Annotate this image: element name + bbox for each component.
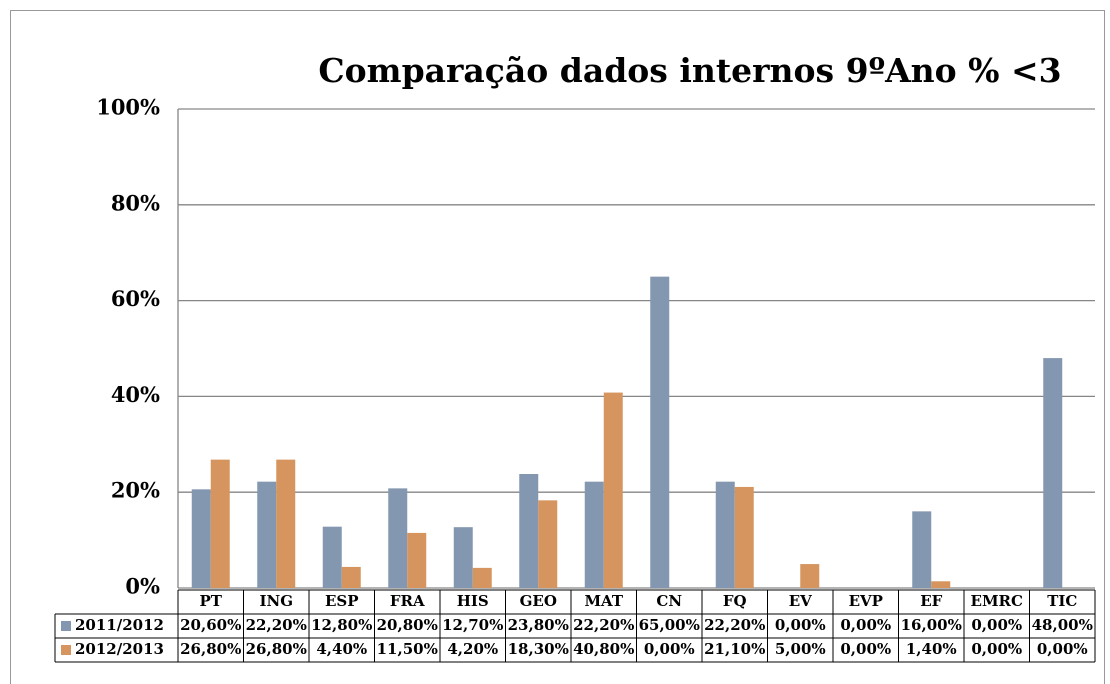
bar (472, 567, 492, 588)
bar (650, 276, 670, 588)
table-value: 12,80% (311, 616, 372, 634)
table-value: 0,00% (840, 616, 891, 634)
legend-swatch (61, 645, 71, 655)
x-tick-label: ING (259, 592, 293, 610)
table-value: 1,40% (906, 640, 957, 658)
table-value: 20,80% (377, 616, 438, 634)
y-tick-label: 40% (111, 382, 160, 407)
bar (538, 500, 558, 588)
table-value: 0,00% (971, 640, 1022, 658)
chart-title: Comparação dados internos 9ºAno % <3 (318, 51, 1061, 90)
legend-label: 2011/2012 (75, 616, 164, 634)
bar (603, 392, 623, 588)
bar (322, 526, 342, 588)
table-value: 22,20% (573, 616, 634, 634)
x-tick-label: MAT (584, 592, 623, 610)
legend-label: 2012/2013 (75, 640, 164, 658)
bar (519, 473, 539, 588)
bar (584, 481, 604, 588)
x-tick-label: HIS (457, 592, 489, 610)
x-tick-label: TIC (1047, 592, 1077, 610)
x-tick-label: EVP (849, 592, 883, 610)
bar (276, 459, 296, 588)
y-tick-label: 100% (96, 95, 160, 120)
bar (257, 481, 277, 588)
table-value: 16,00% (901, 616, 962, 634)
table-value: 40,80% (573, 640, 634, 658)
x-tick-label: FQ (723, 592, 747, 610)
table-value: 4,40% (316, 640, 367, 658)
table-value: 22,20% (246, 616, 307, 634)
bar (407, 532, 427, 588)
table-value: 48,00% (1032, 616, 1093, 634)
table-value: 18,30% (508, 640, 569, 658)
bar (191, 489, 211, 588)
table-value: 12,70% (442, 616, 503, 634)
bar (912, 511, 932, 588)
table-value: 21,10% (704, 640, 765, 658)
bar (1043, 358, 1063, 588)
bar (715, 481, 735, 588)
y-tick-label: 60% (111, 286, 160, 311)
bar (931, 581, 951, 588)
table-value: 26,80% (180, 640, 241, 658)
table-value: 4,20% (447, 640, 498, 658)
bar (734, 486, 754, 588)
table-value: 0,00% (971, 616, 1022, 634)
table-value: 23,80% (508, 616, 569, 634)
bar (210, 459, 230, 588)
x-tick-label: EMRC (971, 592, 1024, 610)
bar (341, 566, 361, 588)
legend-swatch (61, 621, 71, 631)
table-value: 0,00% (775, 616, 826, 634)
x-tick-label: EV (789, 592, 812, 610)
table-value: 22,20% (704, 616, 765, 634)
table-value: 0,00% (644, 640, 695, 658)
table-value: 0,00% (1037, 640, 1088, 658)
table-value: 11,50% (377, 640, 438, 658)
x-tick-label: ESP (325, 592, 359, 610)
y-tick-label: 20% (111, 478, 160, 503)
bar (388, 488, 408, 588)
y-tick-label: 0% (125, 574, 160, 599)
y-tick-label: 80% (111, 190, 160, 215)
x-tick-label: EF (920, 592, 942, 610)
table-value: 20,60% (180, 616, 241, 634)
bar (800, 564, 820, 588)
table-value: 0,00% (840, 640, 891, 658)
x-tick-label: PT (200, 592, 223, 610)
bar (453, 527, 473, 588)
table-value: 65,00% (639, 616, 700, 634)
table-value: 26,80% (246, 640, 307, 658)
table-value: 5,00% (775, 640, 826, 658)
x-tick-label: FRA (390, 592, 425, 610)
x-tick-label: CN (656, 592, 682, 610)
x-tick-label: GEO (520, 592, 557, 610)
